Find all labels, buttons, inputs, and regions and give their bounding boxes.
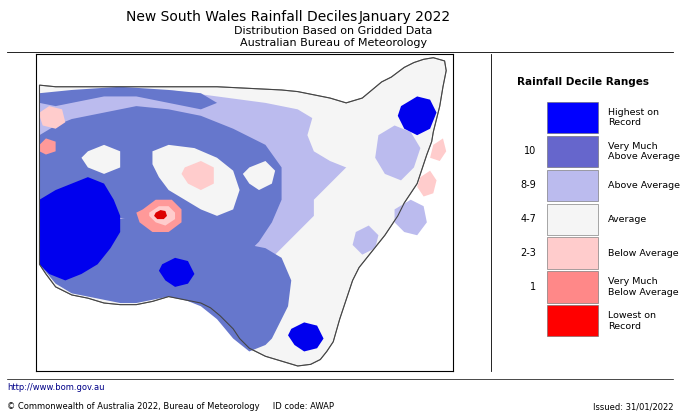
Polygon shape <box>398 96 437 135</box>
Bar <box>547 170 598 201</box>
Polygon shape <box>39 90 346 280</box>
Text: http://www.bom.gov.au: http://www.bom.gov.au <box>7 383 104 392</box>
Polygon shape <box>136 200 182 232</box>
Polygon shape <box>39 216 291 352</box>
Bar <box>547 272 598 303</box>
Text: Issued: 31/01/2022: Issued: 31/01/2022 <box>593 402 673 411</box>
Polygon shape <box>182 161 214 190</box>
Polygon shape <box>353 225 379 255</box>
Text: January 2022: January 2022 <box>358 10 451 24</box>
Text: Australian Bureau of Meteorology: Australian Bureau of Meteorology <box>239 38 427 48</box>
Bar <box>547 204 598 235</box>
Polygon shape <box>39 138 56 155</box>
Bar <box>547 102 598 133</box>
Text: Highest on
Record: Highest on Record <box>609 108 660 127</box>
Text: Lowest on
Record: Lowest on Record <box>609 311 656 331</box>
Bar <box>547 136 598 167</box>
Text: Above Average: Above Average <box>609 181 680 190</box>
Text: Rainfall Decile Ranges: Rainfall Decile Ranges <box>517 77 649 87</box>
Text: 10: 10 <box>524 146 537 156</box>
Polygon shape <box>154 210 167 219</box>
Polygon shape <box>288 322 324 352</box>
Text: Below Average: Below Average <box>609 248 679 258</box>
Polygon shape <box>394 200 427 235</box>
Text: 1: 1 <box>530 282 537 292</box>
Text: Very Much
Below Average: Very Much Below Average <box>609 277 679 297</box>
Polygon shape <box>39 106 282 264</box>
Polygon shape <box>149 206 175 225</box>
Text: Average: Average <box>609 215 647 224</box>
Polygon shape <box>82 145 120 174</box>
Bar <box>547 238 598 269</box>
Polygon shape <box>243 161 275 190</box>
Text: 2-3: 2-3 <box>520 248 537 258</box>
Text: Very Much
Above Average: Very Much Above Average <box>609 142 680 161</box>
Text: 4-7: 4-7 <box>520 214 537 224</box>
Text: New South Wales Rainfall Deciles: New South Wales Rainfall Deciles <box>126 10 357 24</box>
Polygon shape <box>375 125 420 180</box>
Polygon shape <box>39 58 446 366</box>
Polygon shape <box>39 177 120 280</box>
Polygon shape <box>39 106 65 129</box>
Text: © Commonwealth of Australia 2022, Bureau of Meteorology     ID code: AWAP: © Commonwealth of Australia 2022, Bureau… <box>7 402 334 411</box>
Text: Distribution Based on Gridded Data: Distribution Based on Gridded Data <box>234 26 432 36</box>
Polygon shape <box>417 171 437 197</box>
Polygon shape <box>430 138 446 161</box>
Polygon shape <box>152 145 239 216</box>
Text: 8-9: 8-9 <box>520 180 537 190</box>
Bar <box>547 305 598 336</box>
Polygon shape <box>39 87 217 109</box>
Polygon shape <box>307 106 369 168</box>
Polygon shape <box>159 258 194 287</box>
